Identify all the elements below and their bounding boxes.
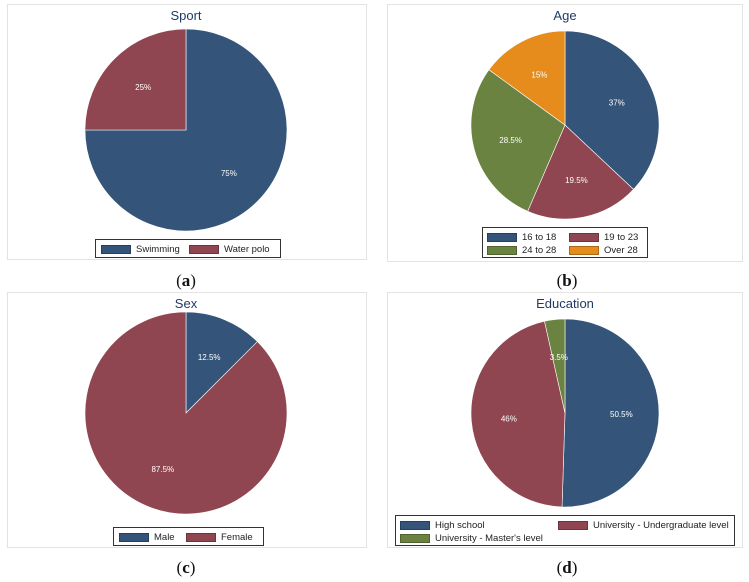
chart-title: Age <box>553 8 576 23</box>
legend-item-female: Female <box>186 532 253 543</box>
slice-label-university-undergraduate-level: 46% <box>501 414 517 423</box>
legend-label: 19 to 23 <box>604 232 639 243</box>
slice-label-male: 12.5% <box>198 353 221 362</box>
legend-sex: Male Female <box>113 527 264 546</box>
legend-label: 24 to 28 <box>522 245 557 256</box>
pie-chart-sex: Sex 12.5% 87.5% <box>84 296 288 515</box>
legend-label: University - Master's level <box>435 533 543 544</box>
legend-item-high-school: High school <box>400 520 485 531</box>
slice-label-over-28: 15% <box>531 71 547 80</box>
pie-slice-24-to-28 <box>470 69 566 212</box>
legend-item-water-polo: Water polo <box>189 244 270 255</box>
legend-label: Swimming <box>136 244 180 255</box>
pie-slice-over-28 <box>488 30 566 126</box>
pie-slice-male <box>185 311 258 414</box>
pie-slice-university-undergraduate-level <box>470 320 566 508</box>
legend-item-19-to-23: 19 to 23 <box>569 232 638 243</box>
legend-education: High school University - Undergraduate l… <box>395 515 735 546</box>
legend-swatch <box>101 244 131 254</box>
chart-panel-sex: Sex 12.5% 87.5% Male Female <box>7 292 367 548</box>
legend-swatch <box>119 532 149 542</box>
pie-chart-sport: Sport 75% 25% <box>84 8 288 232</box>
caption-b: (b) <box>556 271 578 290</box>
pie-chart-age: Age 37% 19.5% 28.5% 15% <box>470 8 660 220</box>
caption-a: (a) <box>176 271 196 290</box>
chart-title: Education <box>536 296 594 311</box>
slice-label-female: 87.5% <box>151 465 174 474</box>
legend-item-16-to-18: 16 to 18 <box>487 232 556 243</box>
pie-chart-education: Education 50.5% 46% 3.5% <box>470 296 660 508</box>
caption-d: (d) <box>556 558 578 577</box>
chart-panel-sport: Sport 75% 25% Swimming Water polo <box>7 4 367 260</box>
pie-slice-female <box>84 311 288 515</box>
legend-label: Female <box>221 532 253 543</box>
slice-label-19-to-23: 19.5% <box>565 176 588 185</box>
legend-item-24-to-28: 24 to 28 <box>487 245 556 256</box>
pie-slice-16-to-18 <box>564 30 660 190</box>
chart-panel-education: Education 50.5% 46% 3.5% High school Univer… <box>387 292 743 548</box>
slice-label-16-to-18: 37% <box>609 99 625 108</box>
legend-swatch <box>487 232 517 242</box>
legend-label: Male <box>154 532 175 543</box>
chart-panel-age: Age 37% 19.5% 28.5% 15% 16 to 18 19 to 23 24… <box>387 4 743 262</box>
legend-swatch <box>569 245 599 255</box>
caption-c: (c) <box>176 558 196 577</box>
legend-swatch <box>400 533 430 543</box>
legend-swatch <box>189 244 219 254</box>
legend-label: University - Undergraduate level <box>593 520 729 531</box>
slice-label-water-polo: 25% <box>135 83 151 92</box>
chart-title: Sport <box>170 8 201 23</box>
legend-swatch <box>400 520 430 530</box>
legend-label: Over 28 <box>604 245 638 256</box>
legend-item-male: Male <box>119 532 175 543</box>
legend-item-undergraduate: University - Undergraduate level <box>558 520 729 531</box>
slice-label-24-to-28: 28.5% <box>499 136 522 145</box>
slice-label-swimming: 75% <box>221 169 237 178</box>
legend-swatch <box>487 245 517 255</box>
pie-slice-water-polo <box>84 28 187 131</box>
legend-swatch <box>558 520 588 530</box>
pie-slice-19-to-23 <box>527 124 634 220</box>
legend-label: High school <box>435 520 485 531</box>
chart-title: Sex <box>175 296 198 311</box>
legend-label: Water polo <box>224 244 270 255</box>
legend-swatch <box>186 532 216 542</box>
legend-swatch <box>569 232 599 242</box>
legend-item-over-28: Over 28 <box>569 245 638 256</box>
pie-slice-high-school <box>561 318 660 508</box>
slice-label-high-school: 50.5% <box>610 410 633 419</box>
legend-label: 16 to 18 <box>522 232 557 243</box>
pie-slice-university-master-s-level <box>544 318 566 414</box>
legend-sport: Swimming Water polo <box>95 239 281 258</box>
legend-item-swimming: Swimming <box>101 244 180 255</box>
legend-item-masters: University - Master's level <box>400 533 543 544</box>
slice-label-university-master-s-level: 3.5% <box>550 353 568 362</box>
legend-age: 16 to 18 19 to 23 24 to 28 Over 28 <box>482 227 648 258</box>
